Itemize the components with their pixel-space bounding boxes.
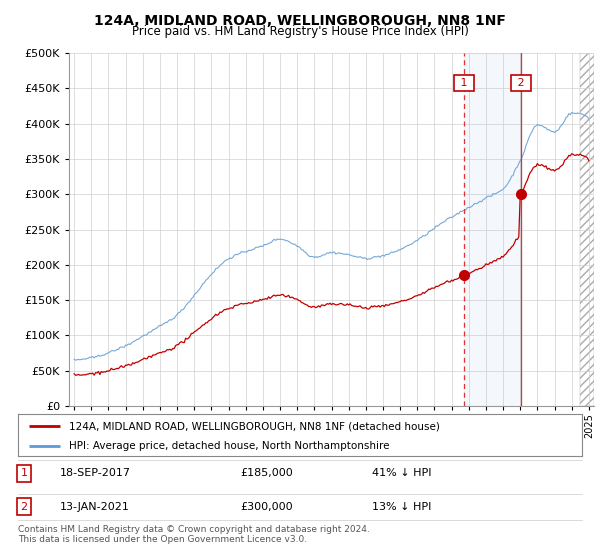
Text: 13% ↓ HPI: 13% ↓ HPI	[372, 502, 431, 512]
Text: 2: 2	[20, 502, 28, 512]
Text: £300,000: £300,000	[240, 502, 293, 512]
Text: HPI: Average price, detached house, North Northamptonshire: HPI: Average price, detached house, Nort…	[69, 441, 389, 451]
Text: Price paid vs. HM Land Registry's House Price Index (HPI): Price paid vs. HM Land Registry's House …	[131, 25, 469, 38]
Text: 124A, MIDLAND ROAD, WELLINGBOROUGH, NN8 1NF: 124A, MIDLAND ROAD, WELLINGBOROUGH, NN8 …	[94, 14, 506, 28]
Text: 1: 1	[20, 468, 28, 478]
Text: 41% ↓ HPI: 41% ↓ HPI	[372, 468, 431, 478]
Text: £185,000: £185,000	[240, 468, 293, 478]
Text: 2: 2	[514, 78, 528, 88]
Text: 13-JAN-2021: 13-JAN-2021	[60, 502, 130, 512]
Text: 1: 1	[457, 78, 471, 88]
Bar	[464, 53, 521, 406]
Text: 124A, MIDLAND ROAD, WELLINGBOROUGH, NN8 1NF (detached house): 124A, MIDLAND ROAD, WELLINGBOROUGH, NN8 …	[69, 421, 440, 431]
Text: Contains HM Land Registry data © Crown copyright and database right 2024.
This d: Contains HM Land Registry data © Crown c…	[18, 525, 370, 544]
Text: 18-SEP-2017: 18-SEP-2017	[60, 468, 131, 478]
